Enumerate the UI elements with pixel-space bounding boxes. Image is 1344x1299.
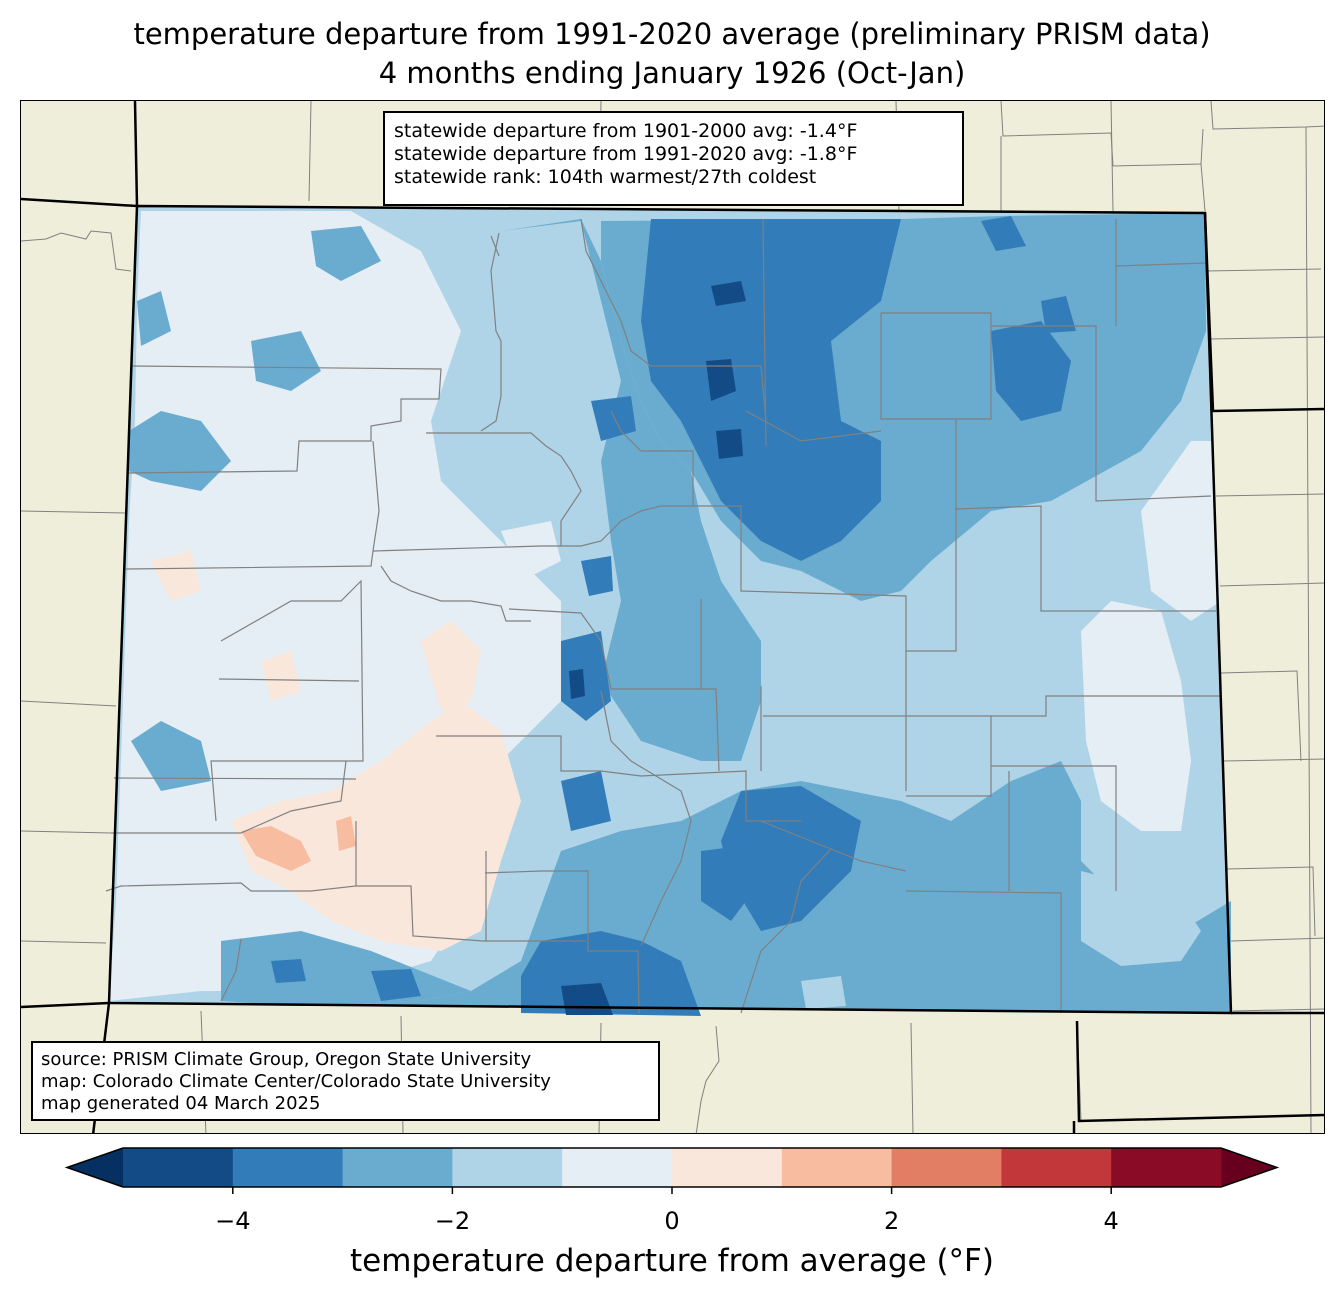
map-frame (20, 100, 1325, 1134)
colorbar-bin (342, 1148, 453, 1187)
neighbor-state-borders (21, 101, 1324, 1133)
generated-date-line: map generated 04 March 2025 (41, 1093, 321, 1114)
colorbar-outline (64, 1147, 1280, 1188)
departure-contours (109, 211, 1231, 1016)
colorbar-bin (1001, 1148, 1112, 1187)
map-title-line1: temperature departure from 1991-2020 ave… (133, 17, 1211, 51)
colorbar-bin (452, 1148, 563, 1187)
colorado-map (21, 101, 1324, 1133)
colorbar-label: temperature departure from average (°F) (350, 1243, 994, 1279)
stats-departure-1901-2000: statewide departure from 1901-2000 avg: … (394, 120, 858, 142)
colorbar: −4 −2 0 2 4 (64, 1147, 1280, 1235)
colorbar-tick-label: 2 (884, 1207, 899, 1235)
stats-rank: statewide rank: 104th warmest/27th colde… (394, 166, 817, 188)
map-credit-line: map: Colorado Climate Center/Colorado St… (41, 1071, 551, 1092)
colorbar-under-arrow (67, 1148, 123, 1187)
colorado-county-lines (105, 218, 1221, 1014)
colorbar-bin (123, 1148, 234, 1187)
colorbar-tick-label: 4 (1104, 1207, 1119, 1235)
statewide-stats-box: statewide departure from 1901-2000 avg: … (383, 111, 964, 206)
colorbar-tick-label: −4 (215, 1207, 250, 1235)
colorbar-tick-label: 0 (664, 1207, 679, 1235)
colorbar-bin (891, 1148, 1002, 1187)
colorbar-over-arrow (1221, 1148, 1277, 1187)
stats-departure-1991-2020: statewide departure from 1991-2020 avg: … (394, 143, 858, 165)
colorbar-bin (232, 1148, 344, 1187)
colorbar-bin (562, 1148, 673, 1187)
colorbar-bin (781, 1148, 893, 1187)
colorbar-tick-label: −2 (435, 1207, 470, 1235)
map-title-line2: 4 months ending January 1926 (Oct-Jan) (378, 56, 966, 90)
colorbar-bin (1111, 1148, 1222, 1187)
source-line: source: PRISM Climate Group, Oregon Stat… (41, 1049, 532, 1070)
source-info-box: source: PRISM Climate Group, Oregon Stat… (31, 1041, 660, 1121)
colorbar-bin (672, 1148, 783, 1187)
